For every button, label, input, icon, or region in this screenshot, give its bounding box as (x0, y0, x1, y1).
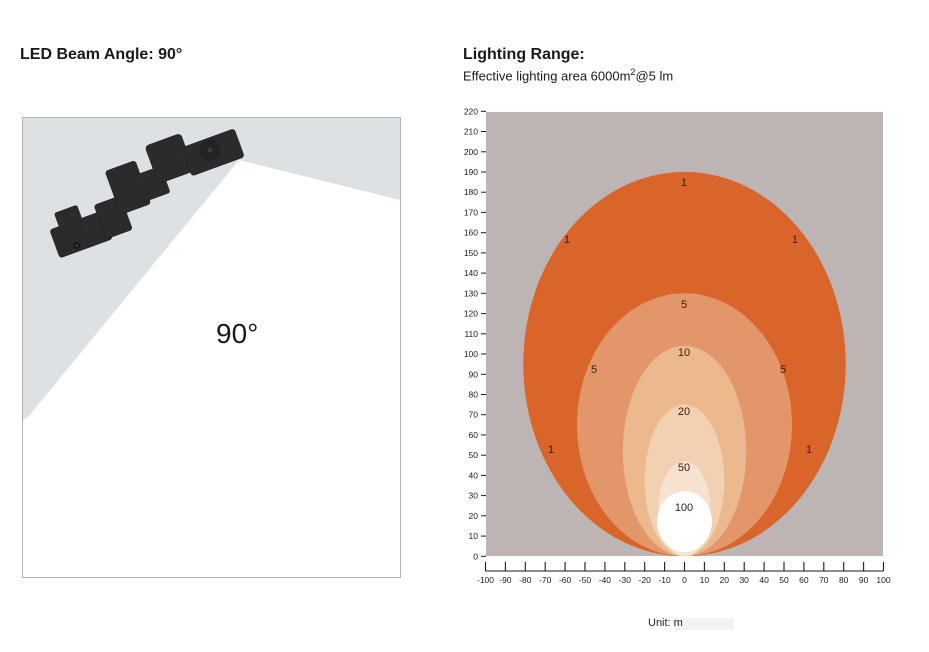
svg-text:-50: -50 (579, 575, 592, 585)
svg-text:190: 190 (464, 167, 478, 177)
svg-text:10: 10 (469, 531, 479, 541)
svg-text:50: 50 (469, 450, 479, 460)
svg-text:-90: -90 (499, 575, 512, 585)
svg-text:10: 10 (678, 347, 690, 359)
svg-text:90: 90 (469, 369, 479, 379)
svg-text:100: 100 (876, 575, 890, 585)
svg-text:-70: -70 (539, 575, 552, 585)
svg-text:0: 0 (682, 575, 687, 585)
svg-text:-10: -10 (658, 575, 671, 585)
svg-text:80: 80 (839, 575, 849, 585)
svg-text:60: 60 (469, 430, 479, 440)
svg-text:10: 10 (700, 575, 710, 585)
svg-text:-30: -30 (619, 575, 632, 585)
svg-text:1: 1 (792, 234, 798, 246)
svg-text:1: 1 (681, 177, 687, 189)
svg-text:1: 1 (806, 444, 812, 456)
svg-text:-100: -100 (477, 575, 494, 585)
svg-text:30: 30 (469, 491, 479, 501)
svg-text:-40: -40 (599, 575, 612, 585)
svg-text:70: 70 (819, 575, 829, 585)
svg-text:20: 20 (469, 511, 479, 521)
svg-text:5: 5 (591, 364, 597, 376)
svg-text:110: 110 (464, 329, 478, 339)
svg-text:1: 1 (548, 444, 554, 456)
svg-text:220: 220 (464, 106, 478, 116)
svg-text:1: 1 (564, 234, 570, 246)
svg-text:40: 40 (759, 575, 769, 585)
svg-text:160: 160 (464, 228, 478, 238)
svg-text:100: 100 (675, 502, 693, 514)
svg-text:0: 0 (473, 551, 478, 561)
svg-text:170: 170 (464, 207, 478, 217)
svg-text:50: 50 (678, 462, 690, 474)
svg-text:20: 20 (720, 575, 730, 585)
svg-text:40: 40 (469, 470, 479, 480)
svg-text:210: 210 (464, 127, 478, 137)
svg-text:140: 140 (464, 268, 478, 278)
svg-text:150: 150 (464, 248, 478, 258)
svg-text:5: 5 (681, 299, 687, 311)
svg-text:130: 130 (464, 288, 478, 298)
svg-text:50: 50 (779, 575, 789, 585)
svg-text:-20: -20 (639, 575, 652, 585)
svg-text:30: 30 (739, 575, 749, 585)
svg-text:80: 80 (469, 390, 479, 400)
svg-text:20: 20 (678, 406, 690, 418)
svg-text:200: 200 (464, 147, 478, 157)
svg-text:180: 180 (464, 187, 478, 197)
svg-text:70: 70 (469, 410, 479, 420)
svg-text:5: 5 (780, 364, 786, 376)
svg-text:-60: -60 (559, 575, 572, 585)
svg-text:120: 120 (464, 309, 478, 319)
svg-text:90: 90 (859, 575, 869, 585)
svg-text:100: 100 (464, 349, 478, 359)
svg-text:-80: -80 (519, 575, 532, 585)
svg-text:60: 60 (799, 575, 809, 585)
